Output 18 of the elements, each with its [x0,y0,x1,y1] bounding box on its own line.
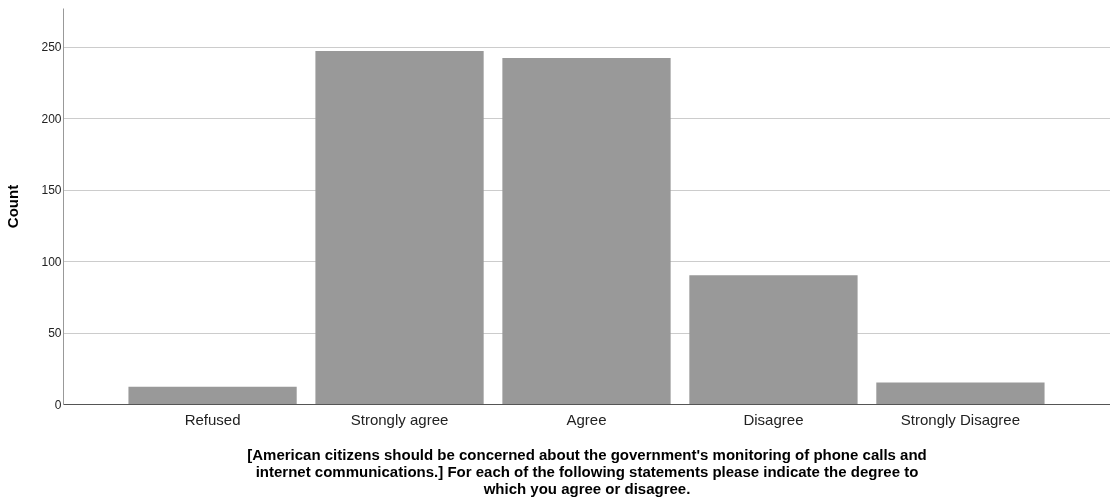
x-tick-label: Refused [184,410,241,428]
y-tick-label: 150 [41,183,62,198]
y-tick-label: 0 [54,397,62,412]
y-tick-label: 200 [41,111,62,126]
x-axis-title: [American citizens should be concerned about the government's monitoring of phone calls and internet communications.] For each of the following statements please indicate the degree to which you agree or disagree. [247,445,927,497]
bar [128,386,297,404]
bar [315,50,484,404]
x-tick-label: Agree [566,410,607,428]
x-tick-label: Strongly Disagree [900,410,1021,428]
y-axis-title: Count [4,184,22,229]
bar [502,58,671,404]
x-tick-label: Strongly agree [350,410,449,428]
y-tick-label: 250 [41,40,62,55]
y-tick-label: 50 [48,326,62,341]
bar [876,382,1045,404]
y-tick-label: 100 [41,254,62,269]
bar [689,275,858,404]
x-tick-label: Disagree [743,410,804,428]
